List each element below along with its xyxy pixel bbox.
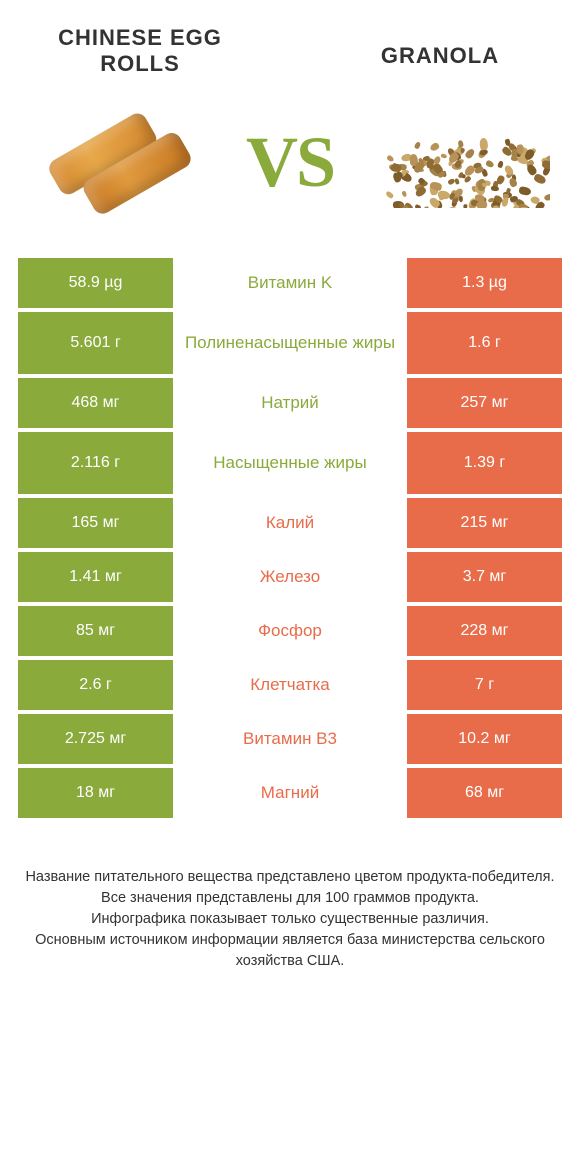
left-value: 85 мг bbox=[18, 606, 173, 656]
footer-notes: Название питательного вещества представл… bbox=[0, 822, 580, 972]
right-value: 228 мг bbox=[407, 606, 562, 656]
left-value: 58.9 µg bbox=[18, 258, 173, 308]
nutrient-label: Железо bbox=[173, 552, 407, 602]
table-row: 468 мгНатрий257 мг bbox=[18, 378, 562, 428]
left-value: 165 мг bbox=[18, 498, 173, 548]
table-row: 2.725 мгВитамин B310.2 мг bbox=[18, 714, 562, 764]
footer-line: Основным источником информации является … bbox=[20, 930, 560, 972]
left-value: 18 мг bbox=[18, 768, 173, 818]
table-row: 58.9 µgВитамин K1.3 µg bbox=[18, 258, 562, 308]
granola-icon bbox=[380, 103, 550, 223]
nutrient-label: Насыщенные жиры bbox=[173, 432, 407, 494]
left-value: 468 мг bbox=[18, 378, 173, 428]
right-value: 215 мг bbox=[407, 498, 562, 548]
vs-label: VS bbox=[246, 121, 334, 204]
right-value: 257 мг bbox=[407, 378, 562, 428]
left-value: 2.116 г bbox=[18, 432, 173, 494]
left-value: 1.41 мг bbox=[18, 552, 173, 602]
right-value: 7 г bbox=[407, 660, 562, 710]
right-value: 1.6 г bbox=[407, 312, 562, 374]
nutrient-label: Витамин K bbox=[173, 258, 407, 308]
left-product-title: CHINESE EGG ROLLS bbox=[40, 25, 240, 78]
right-value: 1.3 µg bbox=[407, 258, 562, 308]
comparison-table: 58.9 µgВитамин K1.3 µg5.601 гПолиненасыщ… bbox=[0, 258, 580, 818]
table-row: 2.6 гКлетчатка7 г bbox=[18, 660, 562, 710]
right-value: 3.7 мг bbox=[407, 552, 562, 602]
table-row: 165 мгКалий215 мг bbox=[18, 498, 562, 548]
nutrient-label: Магний bbox=[173, 768, 407, 818]
left-value: 2.725 мг bbox=[18, 714, 173, 764]
nutrient-label: Полиненасыщенные жиры bbox=[173, 312, 407, 374]
nutrient-label: Натрий bbox=[173, 378, 407, 428]
header: CHINESE EGG ROLLS GRANOLA bbox=[0, 0, 580, 78]
nutrient-label: Фосфор bbox=[173, 606, 407, 656]
right-value: 10.2 мг bbox=[407, 714, 562, 764]
table-row: 5.601 гПолиненасыщенные жиры1.6 г bbox=[18, 312, 562, 374]
right-value: 1.39 г bbox=[407, 432, 562, 494]
footer-line: Название питательного вещества представл… bbox=[20, 867, 560, 888]
nutrient-label: Клетчатка bbox=[173, 660, 407, 710]
footer-line: Все значения представлены для 100 граммо… bbox=[20, 888, 560, 909]
table-row: 2.116 гНасыщенные жиры1.39 г bbox=[18, 432, 562, 494]
right-value: 68 мг bbox=[407, 768, 562, 818]
table-row: 1.41 мгЖелезо3.7 мг bbox=[18, 552, 562, 602]
egg-rolls-icon bbox=[30, 103, 200, 223]
table-row: 85 мгФосфор228 мг bbox=[18, 606, 562, 656]
footer-line: Инфографика показывает только существенн… bbox=[20, 909, 560, 930]
left-value: 5.601 г bbox=[18, 312, 173, 374]
nutrient-label: Калий bbox=[173, 498, 407, 548]
table-row: 18 мгМагний68 мг bbox=[18, 768, 562, 818]
nutrient-label: Витамин B3 bbox=[173, 714, 407, 764]
right-product-title: GRANOLA bbox=[340, 43, 540, 69]
hero-row: VS bbox=[0, 78, 580, 258]
left-value: 2.6 г bbox=[18, 660, 173, 710]
